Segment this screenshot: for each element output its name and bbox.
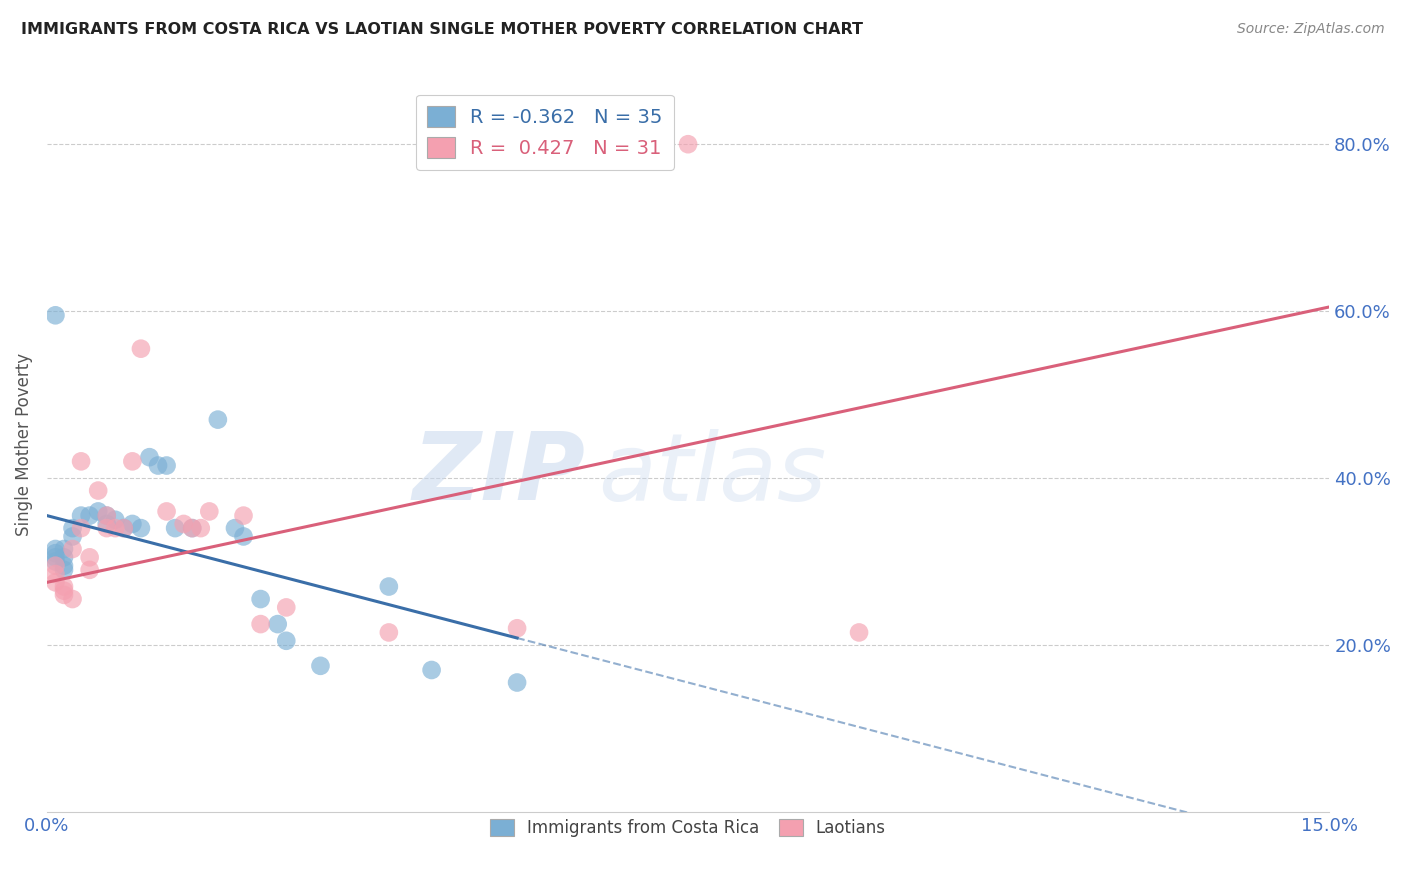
- Point: [129, 342, 152, 356]
- Point: [62, 529, 84, 543]
- Point: [62, 592, 84, 607]
- Point: [79, 508, 101, 523]
- Point: [79, 563, 101, 577]
- Point: [44, 546, 66, 560]
- Point: [104, 521, 127, 535]
- Point: [79, 550, 101, 565]
- Point: [121, 454, 143, 468]
- Point: [96, 516, 118, 531]
- Point: [190, 521, 212, 535]
- Point: [207, 412, 229, 426]
- Point: [506, 621, 529, 635]
- Text: Source: ZipAtlas.com: Source: ZipAtlas.com: [1237, 22, 1385, 37]
- Point: [70, 521, 93, 535]
- Point: [44, 567, 66, 582]
- Point: [155, 504, 177, 518]
- Point: [44, 308, 66, 322]
- Point: [249, 592, 271, 607]
- Point: [198, 504, 221, 518]
- Point: [112, 521, 135, 535]
- Point: [676, 137, 699, 152]
- Point: [44, 554, 66, 568]
- Point: [44, 575, 66, 590]
- Legend: Immigrants from Costa Rica, Laotians: Immigrants from Costa Rica, Laotians: [484, 813, 893, 844]
- Text: atlas: atlas: [599, 428, 827, 519]
- Point: [62, 521, 84, 535]
- Point: [96, 508, 118, 523]
- Point: [87, 504, 110, 518]
- Point: [62, 541, 84, 556]
- Point: [53, 583, 76, 598]
- Y-axis label: Single Mother Poverty: Single Mother Poverty: [15, 353, 32, 536]
- Point: [848, 625, 870, 640]
- Point: [129, 521, 152, 535]
- Point: [181, 521, 204, 535]
- Point: [276, 633, 298, 648]
- Point: [44, 558, 66, 573]
- Point: [53, 588, 76, 602]
- Point: [378, 580, 401, 594]
- Point: [53, 563, 76, 577]
- Point: [173, 516, 195, 531]
- Point: [181, 521, 204, 535]
- Point: [420, 663, 443, 677]
- Point: [232, 529, 254, 543]
- Point: [53, 550, 76, 565]
- Point: [155, 458, 177, 473]
- Point: [146, 458, 169, 473]
- Text: IMMIGRANTS FROM COSTA RICA VS LAOTIAN SINGLE MOTHER POVERTY CORRELATION CHART: IMMIGRANTS FROM COSTA RICA VS LAOTIAN SI…: [21, 22, 863, 37]
- Point: [87, 483, 110, 498]
- Point: [96, 521, 118, 535]
- Point: [53, 541, 76, 556]
- Point: [53, 558, 76, 573]
- Point: [276, 600, 298, 615]
- Point: [70, 508, 93, 523]
- Point: [112, 521, 135, 535]
- Point: [70, 454, 93, 468]
- Point: [249, 617, 271, 632]
- Text: ZIP: ZIP: [412, 428, 585, 520]
- Point: [44, 541, 66, 556]
- Point: [44, 550, 66, 565]
- Point: [506, 675, 529, 690]
- Point: [224, 521, 246, 535]
- Point: [378, 625, 401, 640]
- Point: [138, 450, 160, 465]
- Point: [309, 658, 332, 673]
- Point: [121, 516, 143, 531]
- Point: [267, 617, 290, 632]
- Point: [165, 521, 187, 535]
- Point: [104, 513, 127, 527]
- Point: [232, 508, 254, 523]
- Point: [53, 580, 76, 594]
- Point: [96, 508, 118, 523]
